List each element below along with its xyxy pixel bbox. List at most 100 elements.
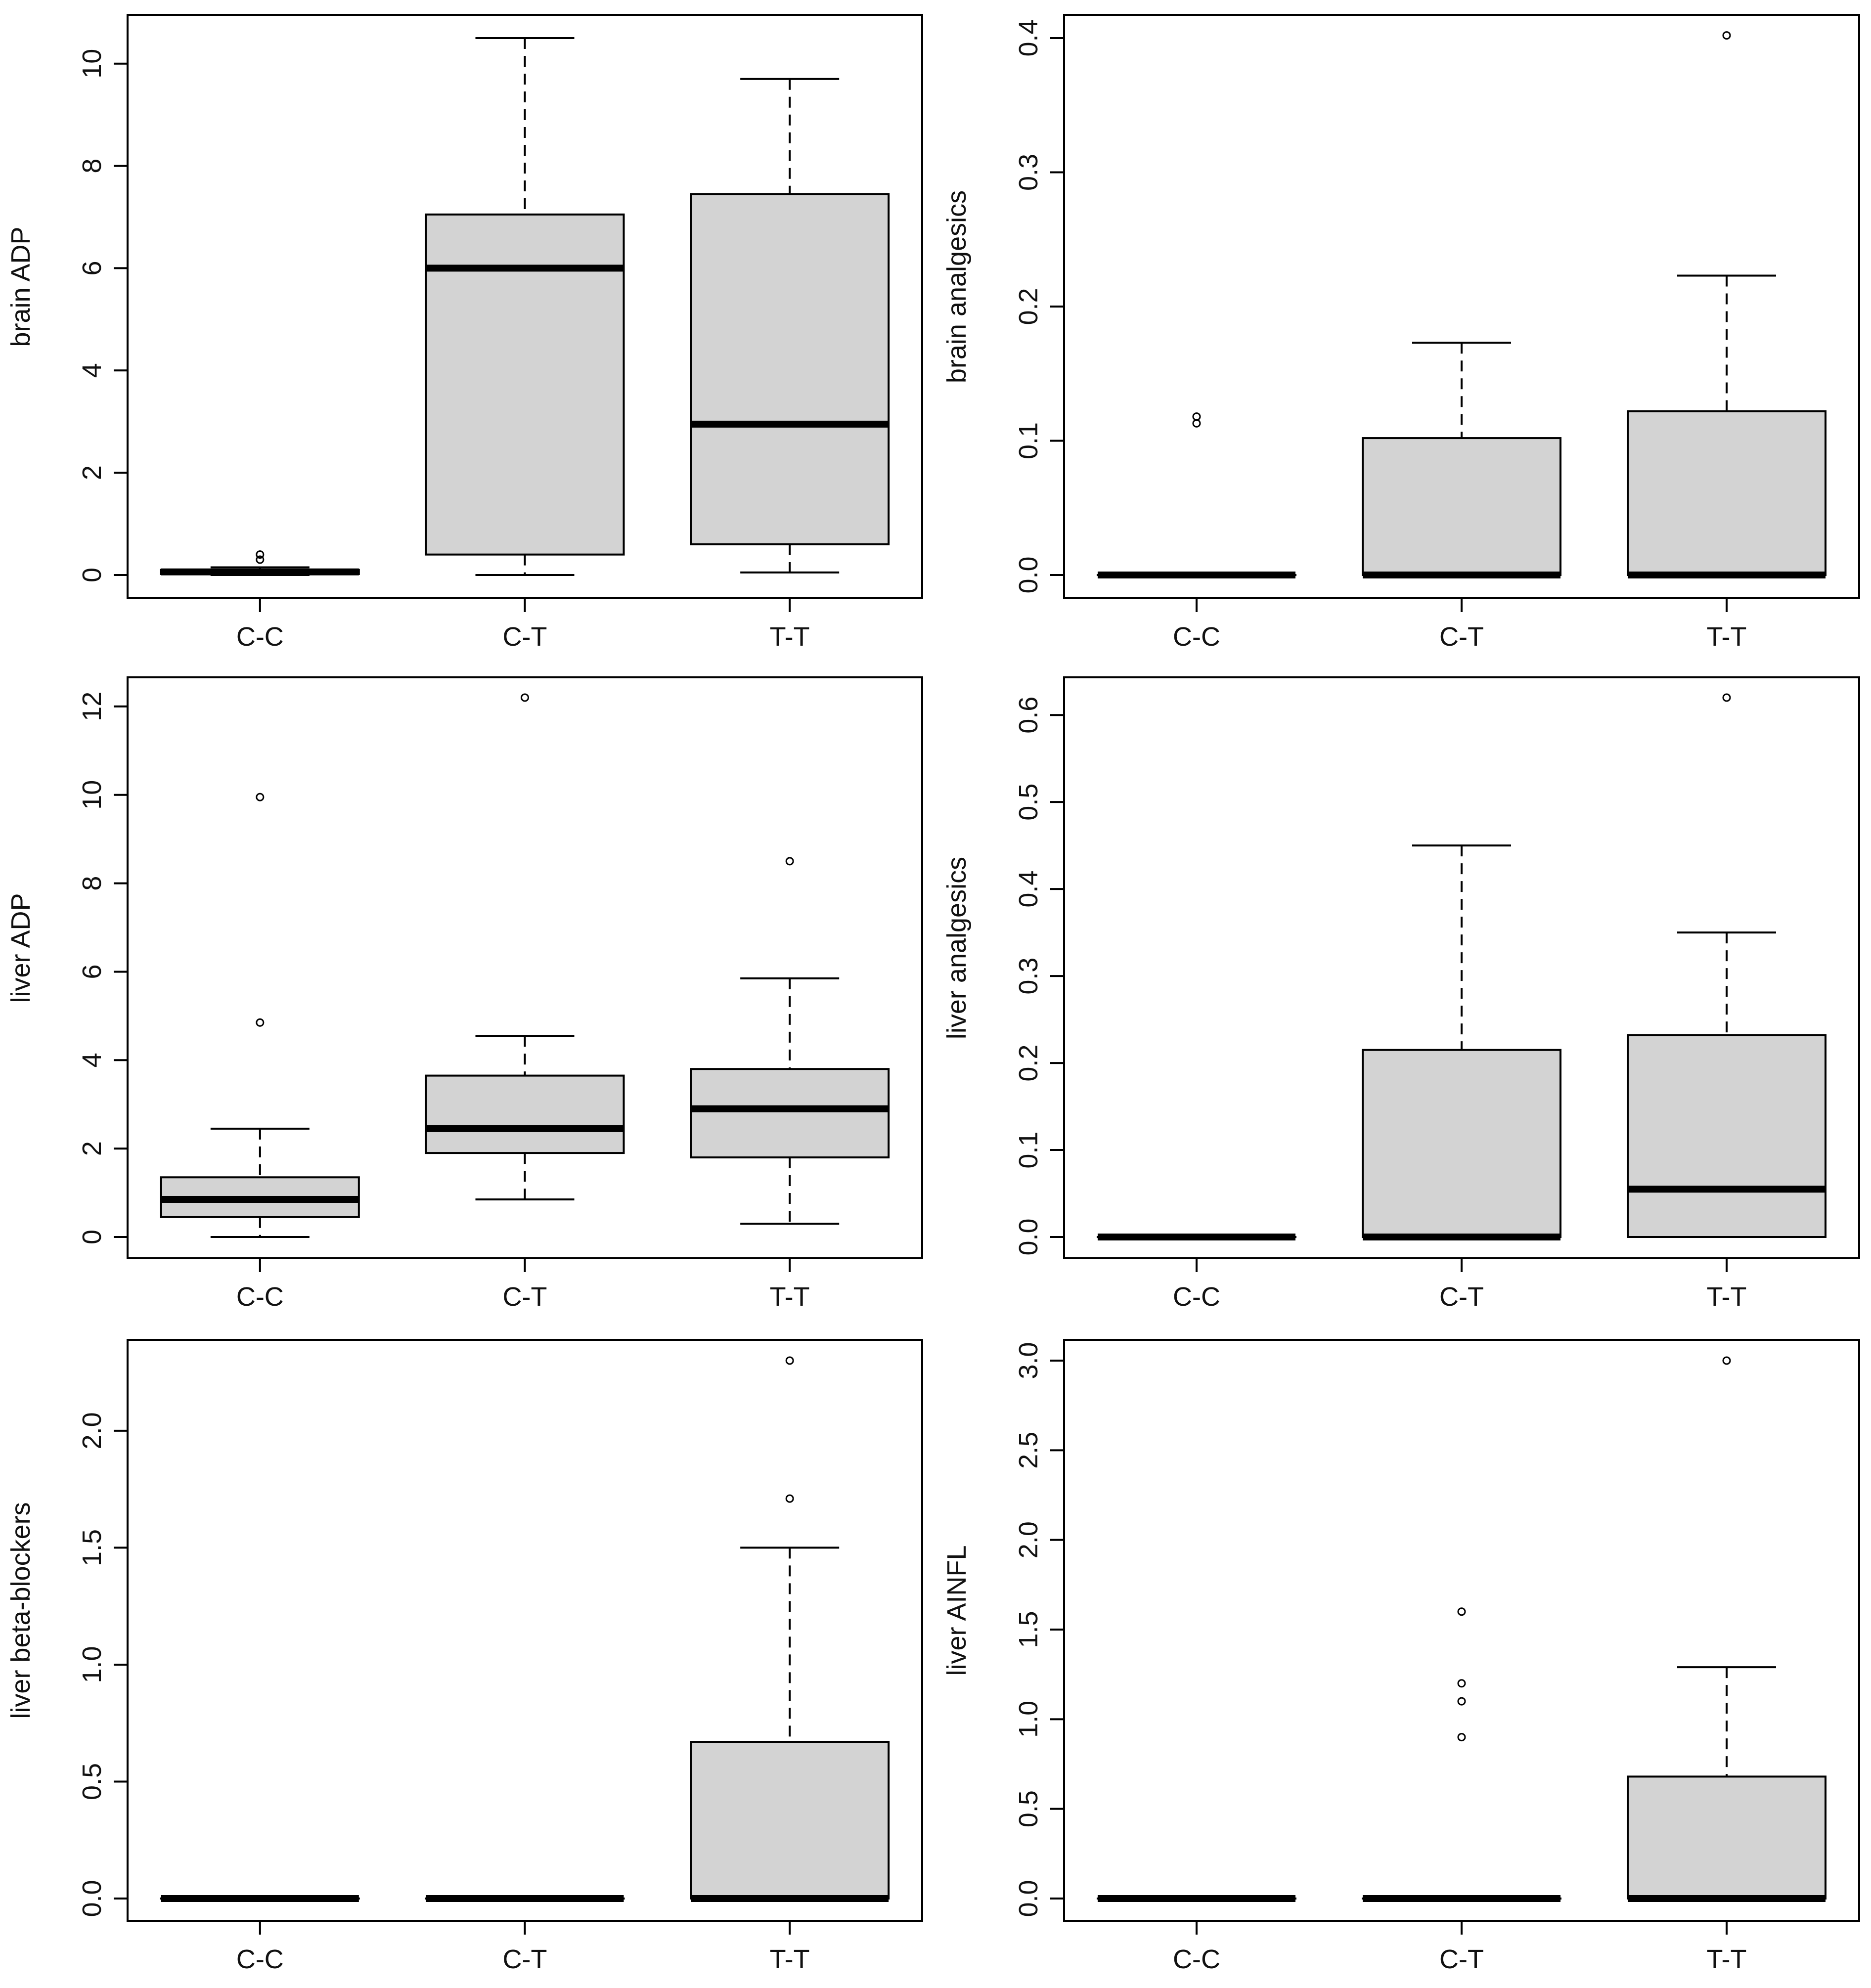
x-tick-label: C-T <box>503 1282 547 1312</box>
outlier-point <box>1457 1607 1466 1616</box>
outlier-point <box>785 857 794 866</box>
x-tick-label: C-T <box>1439 1944 1484 1974</box>
outlier-point <box>785 1356 794 1365</box>
x-tick-label: C-C <box>236 622 284 652</box>
outlier-point <box>256 555 265 564</box>
y-tick-label: 1.0 <box>1014 1701 1043 1738</box>
box-body <box>690 193 890 545</box>
y-tick-label: 2 <box>77 1141 107 1156</box>
x-tick-label: T-T <box>1707 1944 1747 1974</box>
panel-5: 0.0 0.5 1.0 1.5 2.0 2.5 3.0 liver AINFL C-C C-T T-… <box>942 1339 1860 1974</box>
x-tick-label: C-C <box>1173 622 1220 652</box>
x-tick-label: C-C <box>236 1944 284 1974</box>
y-tick-label: 0.1 <box>1014 422 1043 459</box>
y-axis-label: liver analgesics <box>942 857 972 1039</box>
box-body <box>690 1741 890 1900</box>
box-body <box>1627 410 1826 576</box>
y-tick-label: 0.2 <box>1014 288 1043 325</box>
box-C-C <box>160 793 360 1238</box>
box-body <box>425 1074 625 1154</box>
y-tick-label: 8 <box>77 876 107 891</box>
x-tick-label: C-C <box>236 1282 284 1312</box>
y-axis-label: liver beta-blockers <box>6 1502 36 1719</box>
outlier-point <box>1457 1679 1466 1688</box>
y-tick-label: 0.2 <box>1014 1045 1043 1082</box>
x-tick-label: C-C <box>1173 1282 1220 1312</box>
x-tick-label: C-T <box>503 1944 547 1974</box>
box-T-T <box>1627 693 1826 1238</box>
y-tick-label: 0.5 <box>1014 1790 1043 1827</box>
y-tick-label: 4 <box>77 363 107 378</box>
y-tick-label: 6 <box>77 964 107 979</box>
x-tick-label: C-T <box>1439 1282 1484 1312</box>
box-body <box>1627 1775 1826 1900</box>
box-C-C <box>160 550 360 576</box>
y-tick-label: 12 <box>77 692 107 721</box>
x-tick-label: T-T <box>770 1282 810 1312</box>
outlier-point <box>521 693 529 702</box>
panel-4: 0.0 0.5 1.0 1.5 2.0 liver beta-blockers C-C C-T… <box>6 1339 923 1974</box>
y-tick-label: 3.0 <box>1014 1342 1043 1379</box>
panel-1: 0.0 0.1 0.2 0.3 0.4 brain analgesics C-C C-T T-T <box>942 14 1860 652</box>
panel-0: 0 2 4 6 8 10 brain ADP C-C C-T T-T <box>6 14 923 652</box>
y-tick-label: 0.3 <box>1014 958 1043 995</box>
outlier-point <box>1722 1356 1731 1365</box>
panel-3: 0.0 0.1 0.2 0.3 0.4 0.5 0.6 liver analgesics C-C… <box>942 676 1860 1312</box>
box-T-T <box>690 1356 890 1902</box>
y-tick-label: 0.4 <box>1014 19 1043 56</box>
y-tick-label: 0.0 <box>1014 1218 1043 1255</box>
y-tick-label: 1.5 <box>77 1529 107 1566</box>
y-tick-label: 0.0 <box>1014 1880 1043 1917</box>
outlier-point <box>256 550 265 559</box>
y-tick-label: 0.4 <box>1014 871 1043 908</box>
box-T-T <box>690 857 890 1225</box>
y-tick-label: 0 <box>77 1230 107 1244</box>
y-tick-label: 1.0 <box>77 1646 107 1683</box>
y-tick-label: 8 <box>77 159 107 174</box>
box-C-T <box>425 693 625 1200</box>
outlier-point <box>1457 1697 1466 1706</box>
y-tick-label: 0.0 <box>77 1880 107 1917</box>
y-axis-label: liver AINFL <box>942 1545 972 1676</box>
box-body <box>1362 437 1561 576</box>
y-tick-label: 0.1 <box>1014 1131 1043 1168</box>
y-tick-label: 0.6 <box>1014 697 1043 734</box>
x-tick-label: T-T <box>1707 622 1747 652</box>
y-tick-label: 2.0 <box>77 1412 107 1449</box>
outlier-point <box>256 793 265 801</box>
y-tick-label: 10 <box>77 780 107 810</box>
outlier-point <box>1457 1733 1466 1742</box>
box-C-T <box>425 37 625 576</box>
box-T-T <box>1627 31 1826 578</box>
y-tick-label: 0.0 <box>1014 556 1043 593</box>
y-tick-label: 2 <box>77 465 107 480</box>
box-T-T <box>690 78 890 574</box>
box-body <box>690 1068 890 1159</box>
x-tick-label: T-T <box>770 622 810 652</box>
outlier-point <box>256 1018 265 1027</box>
outlier-point <box>1192 412 1201 421</box>
y-axis-label: brain analgesics <box>942 190 972 383</box>
y-tick-label: 2.0 <box>1014 1521 1043 1558</box>
outlier-point <box>1722 31 1731 40</box>
y-tick-label: 4 <box>77 1053 107 1067</box>
y-tick-label: 0.3 <box>1014 154 1043 191</box>
y-tick-label: 1.5 <box>1014 1611 1043 1648</box>
box-C-C <box>1097 412 1296 578</box>
y-tick-label: 6 <box>77 261 107 275</box>
y-tick-label: 2.5 <box>1014 1432 1043 1469</box>
y-tick-label: 10 <box>77 49 107 79</box>
y-tick-label: 0 <box>77 568 107 582</box>
x-tick-label: C-C <box>1173 1944 1220 1974</box>
x-tick-label: T-T <box>770 1944 810 1974</box>
x-tick-label: C-T <box>503 622 547 652</box>
outlier-point <box>1722 693 1731 702</box>
x-tick-label: C-T <box>1439 622 1484 652</box>
panel-2: 0 2 4 6 8 10 12 liver ADP C-C C-T T-T <box>6 676 923 1312</box>
box-body <box>1362 1049 1561 1238</box>
box-T-T <box>1627 1356 1826 1902</box>
y-tick-label: 0.5 <box>77 1763 107 1800</box>
y-axis-label: liver ADP <box>6 893 36 1003</box>
y-axis-label: brain ADP <box>6 226 36 347</box>
